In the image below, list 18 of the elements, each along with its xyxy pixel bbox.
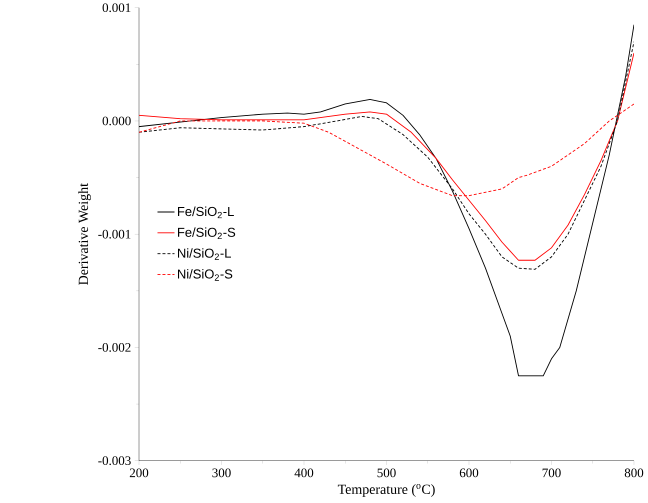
y-tick-label: -0.003 [98, 456, 131, 466]
x-tick-label: 300 [212, 468, 231, 478]
y-tick-label: -0.002 [98, 343, 131, 352]
x-tick-label: 500 [378, 468, 396, 478]
x-tick-label: 200 [130, 468, 148, 478]
y-tick-label: 0.001 [102, 3, 130, 12]
x-tick-label: 800 [624, 468, 644, 478]
x-tick-label: 600 [460, 468, 478, 478]
legend-label: Ni/SiO$_{2}$-L [178, 248, 231, 260]
y-tick-label: -0.001 [98, 230, 130, 239]
legend-label: Fe/SiO$_{2}$-L [178, 206, 234, 218]
y-axis-title: Derivative Weight [78, 183, 91, 286]
x-axis-title: Temperature ($^{o}$C) [338, 484, 435, 497]
y-tick-label: 0.000 [102, 116, 131, 126]
legend-label: Ni/SiO$_{2}$-S [178, 269, 232, 281]
x-tick-label: 700 [542, 468, 561, 478]
legend-label: Fe/SiO$_{2}$-S [178, 228, 236, 240]
x-tick-label: 400 [294, 468, 314, 478]
